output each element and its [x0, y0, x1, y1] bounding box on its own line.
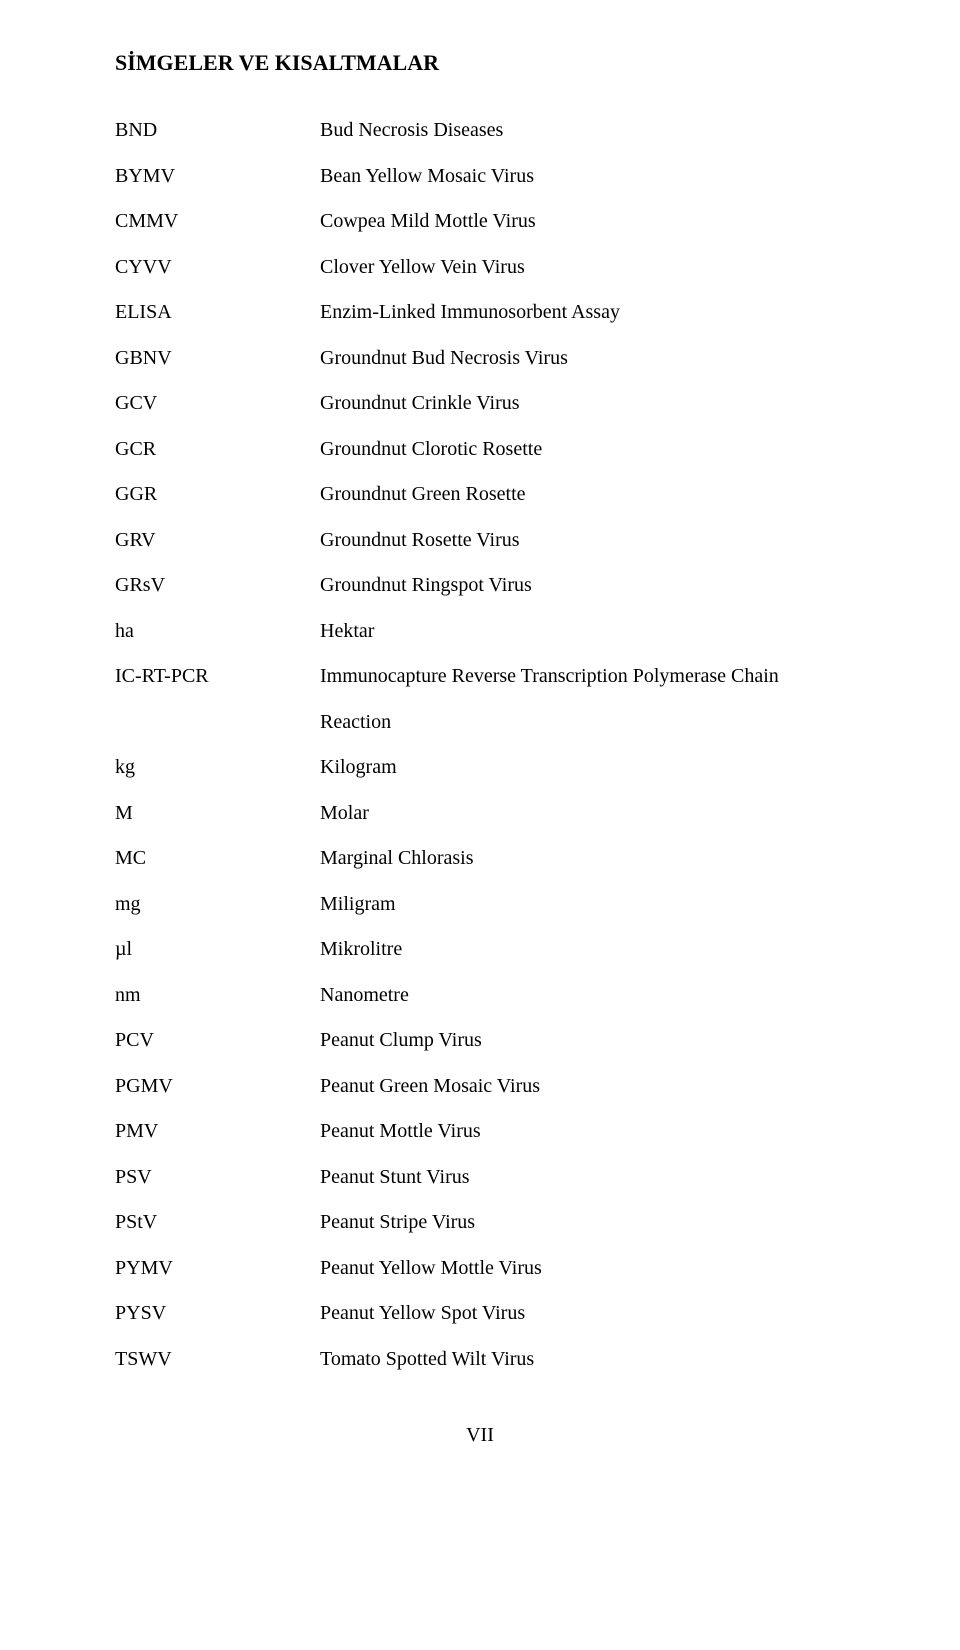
abbreviation-entry: PSVPeanut Stunt Virus — [115, 1165, 845, 1190]
abbreviation-entry: GBNVGroundnut Bud Necrosis Virus — [115, 346, 845, 371]
abbreviation-definition: Groundnut Rosette Virus — [320, 528, 845, 553]
abbreviation-definition: Miligram — [320, 892, 845, 917]
abbreviation-entry: PYMVPeanut Yellow Mottle Virus — [115, 1256, 845, 1281]
abbreviation-definition: Marginal Chlorasis — [320, 846, 845, 871]
abbreviation-definition: Peanut Mottle Virus — [320, 1119, 845, 1144]
abbreviation-term: PMV — [115, 1119, 320, 1144]
abbreviation-entry: mgMiligram — [115, 892, 845, 917]
abbreviation-definition: Enzim-Linked Immunosorbent Assay — [320, 300, 845, 325]
abbreviation-term: GRsV — [115, 573, 320, 598]
abbreviation-term: nm — [115, 983, 320, 1008]
abbreviation-term: GCR — [115, 437, 320, 462]
abbreviation-entry: GRVGroundnut Rosette Virus — [115, 528, 845, 553]
abbreviation-definition: Cowpea Mild Mottle Virus — [320, 209, 845, 234]
abbreviation-term: BYMV — [115, 164, 320, 189]
abbreviation-term: CYVV — [115, 255, 320, 280]
abbreviation-entry: CMMVCowpea Mild Mottle Virus — [115, 209, 845, 234]
abbreviation-term: kg — [115, 755, 320, 780]
abbreviation-entry: PMVPeanut Mottle Virus — [115, 1119, 845, 1144]
abbreviation-definition: Tomato Spotted Wilt Virus — [320, 1347, 845, 1372]
abbreviation-definition: Peanut Yellow Mottle Virus — [320, 1256, 845, 1281]
abbreviation-entry: CYVVClover Yellow Vein Virus — [115, 255, 845, 280]
abbreviation-entry: PStVPeanut Stripe Virus — [115, 1210, 845, 1235]
abbreviation-definition: Molar — [320, 801, 845, 826]
abbreviation-term: PSV — [115, 1165, 320, 1190]
abbreviation-entry: PGMVPeanut Green Mosaic Virus — [115, 1074, 845, 1099]
abbreviation-entry: haHektar — [115, 619, 845, 644]
abbreviation-term: BND — [115, 118, 320, 143]
abbreviation-entry: ELISAEnzim-Linked Immunosorbent Assay — [115, 300, 845, 325]
abbreviation-definition: Hektar — [320, 619, 845, 644]
abbreviation-term: PYSV — [115, 1301, 320, 1326]
abbreviation-definition: Peanut Stripe Virus — [320, 1210, 845, 1235]
abbreviation-definition: Clover Yellow Vein Virus — [320, 255, 845, 280]
abbreviation-entry: BNDBud Necrosis Diseases — [115, 118, 845, 143]
abbreviation-term: PGMV — [115, 1074, 320, 1099]
abbreviation-definition-continuation: Reaction — [115, 710, 845, 735]
abbreviation-term: ELISA — [115, 300, 320, 325]
abbreviation-definition: Nanometre — [320, 983, 845, 1008]
abbreviation-entry: µlMikrolitre — [115, 937, 845, 962]
abbreviation-entry: MMolar — [115, 801, 845, 826]
abbreviation-definition: Peanut Clump Virus — [320, 1028, 845, 1053]
abbreviation-term: ha — [115, 619, 320, 644]
abbreviation-definition: Kilogram — [320, 755, 845, 780]
abbreviation-entry: MCMarginal Chlorasis — [115, 846, 845, 871]
abbreviation-entry: GGRGroundnut Green Rosette — [115, 482, 845, 507]
abbreviation-entry: GRsVGroundnut Ringspot Virus — [115, 573, 845, 598]
abbreviation-term: µl — [115, 937, 320, 962]
abbreviation-entry: kgKilogram — [115, 755, 845, 780]
abbreviation-list: BNDBud Necrosis DiseasesBYMVBean Yellow … — [115, 118, 845, 1372]
abbreviation-definition: Peanut Green Mosaic Virus — [320, 1074, 845, 1099]
abbreviation-term: TSWV — [115, 1347, 320, 1372]
abbreviation-definition: Peanut Yellow Spot Virus — [320, 1301, 845, 1326]
abbreviation-definition: Groundnut Green Rosette — [320, 482, 845, 507]
abbreviation-entry: IC-RT-PCRImmunocapture Reverse Transcrip… — [115, 664, 845, 689]
abbreviation-entry: TSWVTomato Spotted Wilt Virus — [115, 1347, 845, 1372]
abbreviation-term: GGR — [115, 482, 320, 507]
abbreviation-definition: Groundnut Bud Necrosis Virus — [320, 346, 845, 371]
abbreviation-term: M — [115, 801, 320, 826]
abbreviation-term: GRV — [115, 528, 320, 553]
abbreviation-entry: GCRGroundnut Clorotic Rosette — [115, 437, 845, 462]
abbreviation-definition: Groundnut Crinkle Virus — [320, 391, 845, 416]
abbreviation-entry: BYMVBean Yellow Mosaic Virus — [115, 164, 845, 189]
abbreviation-definition: Groundnut Clorotic Rosette — [320, 437, 845, 462]
abbreviation-definition: Groundnut Ringspot Virus — [320, 573, 845, 598]
abbreviation-term: PStV — [115, 1210, 320, 1235]
page-title: SİMGELER VE KISALTMALAR — [115, 50, 845, 76]
page-number: VII — [115, 1424, 845, 1447]
abbreviation-definition: Mikrolitre — [320, 937, 845, 962]
abbreviation-definition: Peanut Stunt Virus — [320, 1165, 845, 1190]
abbreviation-entry: PYSVPeanut Yellow Spot Virus — [115, 1301, 845, 1326]
abbreviation-term: MC — [115, 846, 320, 871]
abbreviation-entry: PCVPeanut Clump Virus — [115, 1028, 845, 1053]
abbreviation-entry: nmNanometre — [115, 983, 845, 1008]
abbreviation-term: GCV — [115, 391, 320, 416]
abbreviation-term: mg — [115, 892, 320, 917]
abbreviation-definition: Bud Necrosis Diseases — [320, 118, 845, 143]
abbreviation-term: GBNV — [115, 346, 320, 371]
document-page: SİMGELER VE KISALTMALAR BNDBud Necrosis … — [0, 0, 960, 1487]
abbreviation-term: PCV — [115, 1028, 320, 1053]
abbreviation-entry: GCVGroundnut Crinkle Virus — [115, 391, 845, 416]
abbreviation-term: IC-RT-PCR — [115, 664, 320, 689]
abbreviation-term: CMMV — [115, 209, 320, 234]
abbreviation-definition: Bean Yellow Mosaic Virus — [320, 164, 845, 189]
abbreviation-definition: Immunocapture Reverse Transcription Poly… — [320, 664, 845, 689]
abbreviation-term: PYMV — [115, 1256, 320, 1281]
